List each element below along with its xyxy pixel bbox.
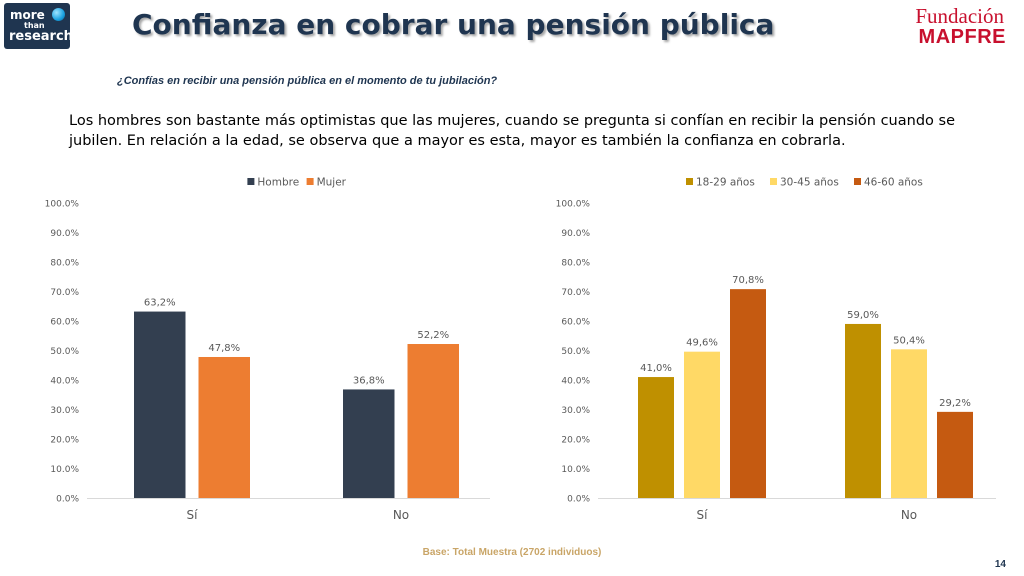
bar-46-60-años-0 [730, 289, 766, 498]
logo-left-line2: than [24, 21, 45, 30]
legend-swatch-0 [686, 178, 693, 185]
bar-30-45-años-0 [684, 351, 720, 498]
bar-hombre-1 [343, 389, 395, 498]
fundacion-mapfre-logo: Fundación MAPFRE [894, 4, 1014, 48]
y-tick-label: 20.0% [50, 436, 79, 446]
y-tick-label: 70.0% [50, 288, 79, 298]
y-tick-label: 100.0% [556, 200, 591, 210]
logo-globe-icon [52, 8, 65, 21]
y-tick-label: 100.0% [45, 200, 80, 210]
bar-data-label: 47,8% [208, 343, 240, 354]
bar-data-label: 52,2% [417, 330, 449, 341]
y-tick-label: 20.0% [561, 436, 590, 446]
legend-label-1: 30-45 años [780, 177, 839, 189]
age-chart-svg: 18-29 años 30-45 años 46-60 años 0.0% 10.0% 2… [556, 177, 996, 522]
legend-swatch-2 [854, 178, 861, 185]
bar-data-label: 70,8% [732, 275, 764, 286]
y-tick-label: 80.0% [50, 259, 79, 269]
bar-mujer-1 [407, 344, 459, 498]
legend-label-0: Hombre [257, 177, 299, 189]
bar-mujer-0 [198, 356, 250, 498]
gender-chart: Hombre Mujer 0.0% 10.0% 20.0% 30.0% 40.0% 50.0%… [0, 172, 500, 537]
x-category-label: Sí [697, 508, 709, 522]
y-tick-label: 90.0% [50, 229, 79, 239]
y-tick-label: 40.0% [50, 377, 79, 387]
legend-label-0: 18-29 años [696, 177, 755, 189]
y-tick-label: 10.0% [561, 465, 590, 475]
y-tick-label: 30.0% [50, 406, 79, 416]
y-tick-label: 10.0% [50, 465, 79, 475]
age-chart: 18-29 años 30-45 años 46-60 años 0.0% 10.0% 2… [506, 172, 1006, 537]
bar-data-label: 49,6% [686, 338, 718, 349]
legend-swatch-1 [306, 178, 314, 185]
logo-left-line1: more [10, 8, 45, 22]
y-tick-label: 70.0% [561, 288, 590, 298]
bar-data-label: 50,4% [893, 335, 925, 346]
y-tick-label: 50.0% [561, 347, 590, 357]
legend-label-1: Mujer [317, 177, 347, 189]
y-tick-label: 0.0% [56, 495, 79, 505]
y-tick-label: 60.0% [561, 318, 590, 328]
y-tick-label: 80.0% [561, 259, 590, 269]
bar-hombre-0 [134, 311, 186, 498]
legend-swatch-0 [247, 178, 255, 185]
x-category-label: No [901, 508, 917, 522]
page-title: Confianza en cobrar una pensión pública [132, 8, 775, 41]
more-than-research-logo: more than research [4, 3, 73, 49]
logo-right-line2: MAPFRE [918, 26, 1006, 48]
legend-label-2: 46-60 años [864, 177, 923, 189]
y-tick-label: 30.0% [561, 406, 590, 416]
bar-data-label: 41,0% [640, 363, 672, 374]
logo-right-line1: Fundación [915, 4, 1004, 28]
bar-18-29-años-0 [638, 377, 674, 498]
page-number: 14 [994, 559, 1006, 570]
survey-question: ¿Confías en recibir una pensión pública … [117, 75, 498, 87]
y-tick-label: 0.0% [567, 495, 590, 505]
y-tick-label: 40.0% [561, 377, 590, 387]
logo-left-line3: research [9, 29, 73, 44]
y-tick-label: 60.0% [50, 318, 79, 328]
y-tick-label: 50.0% [50, 347, 79, 357]
legend-swatch-1 [770, 178, 777, 185]
bar-18-29-años-1 [845, 323, 881, 498]
bar-data-label: 59,0% [847, 310, 879, 321]
summary-paragraph: Los hombres son bastante más optimistas … [69, 113, 955, 149]
x-category-label: No [393, 508, 409, 522]
bar-data-label: 63,2% [144, 298, 176, 309]
bar-30-45-años-1 [891, 349, 927, 498]
bar-data-label: 36,8% [353, 375, 385, 386]
bar-data-label: 29,2% [939, 398, 971, 409]
x-category-label: Sí [187, 508, 199, 522]
y-tick-label: 90.0% [561, 229, 590, 239]
gender-chart-svg: Hombre Mujer 0.0% 10.0% 20.0% 30.0% 40.0% 50.0%… [45, 177, 490, 522]
bar-46-60-años-1 [937, 411, 973, 498]
base-note: Base: Total Muestra (2702 individuos) [422, 547, 602, 558]
